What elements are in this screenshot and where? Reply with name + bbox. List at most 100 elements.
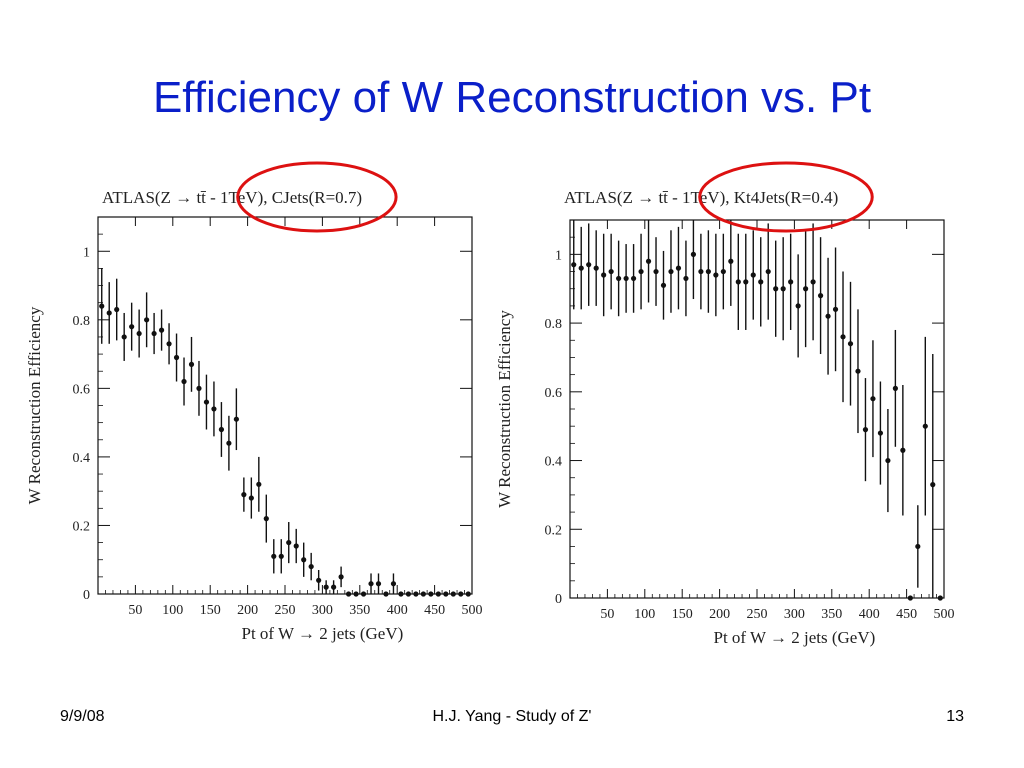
- data-point: [338, 574, 344, 580]
- chart-title-jet-algorithm: Kt4Jets(R=0.4): [734, 188, 839, 207]
- data-point: [465, 591, 471, 597]
- footer-date: 9/9/08: [60, 708, 105, 725]
- x-tick-label: 100: [162, 603, 183, 618]
- y-tick-label: 0: [83, 588, 90, 603]
- data-point: [705, 268, 711, 275]
- x-tick-label: 150: [200, 603, 221, 618]
- data-point: [616, 275, 622, 282]
- data-point: [892, 385, 898, 391]
- y-tick-label: 0: [555, 592, 562, 607]
- data-point: [301, 557, 307, 563]
- data-point: [173, 354, 180, 361]
- data-point: [233, 416, 239, 422]
- data-point: [690, 251, 697, 257]
- data-point: [129, 324, 135, 330]
- x-tick-label: 300: [784, 607, 805, 622]
- y-axis-label: W Reconstruction Efficiency: [25, 306, 44, 504]
- data-point: [735, 279, 741, 285]
- data-point: [803, 286, 809, 292]
- data-point: [743, 279, 749, 285]
- x-tick-label: 400: [387, 603, 408, 618]
- x-tick-label: 250: [747, 607, 768, 622]
- data-point: [360, 591, 367, 597]
- x-tick-label: 400: [859, 607, 880, 622]
- data-point: [353, 591, 359, 597]
- x-tick-label: 500: [934, 607, 955, 622]
- y-tick-label: 0.6: [73, 382, 91, 397]
- y-tick-label: 1: [555, 248, 562, 263]
- data-point: [286, 539, 292, 546]
- y-tick-label: 0.4: [545, 455, 563, 470]
- data-point: [586, 262, 592, 268]
- data-point: [368, 581, 374, 587]
- chart-title-prefix: ATLAS(Z → tt̄ - 1TeV),: [102, 188, 272, 207]
- data-point: [922, 423, 928, 429]
- x-tick-label: 300: [312, 603, 333, 618]
- data-point: [413, 591, 419, 597]
- x-tick-label: 200: [237, 603, 258, 618]
- data-point: [750, 272, 756, 278]
- chart-title-prefix: ATLAS(Z → tt̄ - 1TeV),: [564, 188, 734, 207]
- x-axis-label: Pt of W → 2 jets (GeV): [241, 624, 403, 643]
- data-point: [256, 481, 262, 487]
- data-point: [218, 426, 225, 433]
- x-tick-label: 50: [128, 603, 142, 618]
- data-point: [653, 268, 659, 275]
- data-point: [930, 482, 936, 488]
- y-tick-label: 1: [83, 245, 90, 260]
- data-point: [638, 268, 644, 275]
- data-point: [765, 268, 771, 275]
- y-tick-label: 0.8: [73, 314, 91, 329]
- data-point: [114, 306, 120, 313]
- data-point: [181, 378, 187, 385]
- y-tick-label: 0.4: [73, 451, 91, 466]
- data-point: [450, 591, 456, 597]
- data-point: [825, 313, 831, 319]
- data-point: [907, 595, 913, 601]
- data-point: [698, 268, 704, 275]
- data-point: [345, 591, 352, 597]
- data-point: [458, 591, 464, 597]
- data-point: [788, 279, 794, 285]
- data-point: [375, 581, 382, 587]
- data-point: [316, 577, 322, 583]
- data-point: [420, 591, 426, 597]
- x-tick-label: 200: [709, 607, 730, 622]
- data-point: [601, 272, 607, 278]
- x-tick-label: 450: [424, 603, 445, 618]
- data-point: [630, 275, 637, 282]
- data-point: [817, 293, 824, 299]
- data-point: [855, 368, 861, 374]
- data-point: [405, 591, 412, 597]
- data-point: [211, 406, 217, 412]
- chart-title-jet-algorithm: CJets(R=0.7): [272, 188, 362, 207]
- data-point: [241, 492, 247, 498]
- x-tick-label: 50: [600, 607, 614, 622]
- highlight-ellipse: [698, 161, 874, 233]
- data-point: [795, 303, 801, 309]
- data-point: [428, 591, 434, 597]
- data-point: [593, 265, 599, 271]
- x-tick-label: 150: [672, 607, 693, 622]
- x-tick-label: 500: [462, 603, 483, 618]
- data-point: [683, 275, 689, 282]
- data-point: [136, 330, 142, 337]
- data-point: [608, 268, 614, 275]
- x-tick-label: 100: [634, 607, 655, 622]
- data-point: [106, 310, 112, 316]
- data-point: [158, 327, 165, 333]
- data-point: [713, 272, 719, 278]
- data-point: [151, 330, 157, 337]
- data-point: [278, 553, 284, 559]
- data-point: [144, 317, 150, 323]
- data-point: [571, 262, 577, 268]
- chart-kt4jets: ATLAS(Z → tt̄ - 1TeV), Kt4Jets(R=0.4) 50 1…: [495, 161, 955, 647]
- chart-title: ATLAS(Z → tt̄ - 1TeV), Kt4Jets(R=0.4): [564, 188, 838, 207]
- highlight-ellipse: [236, 161, 398, 233]
- x-tick-label: 250: [275, 603, 296, 618]
- data-point: [720, 268, 726, 275]
- data-point: [398, 591, 404, 597]
- data-point: [885, 457, 891, 464]
- data-point: [832, 306, 839, 312]
- data-point: [847, 341, 854, 347]
